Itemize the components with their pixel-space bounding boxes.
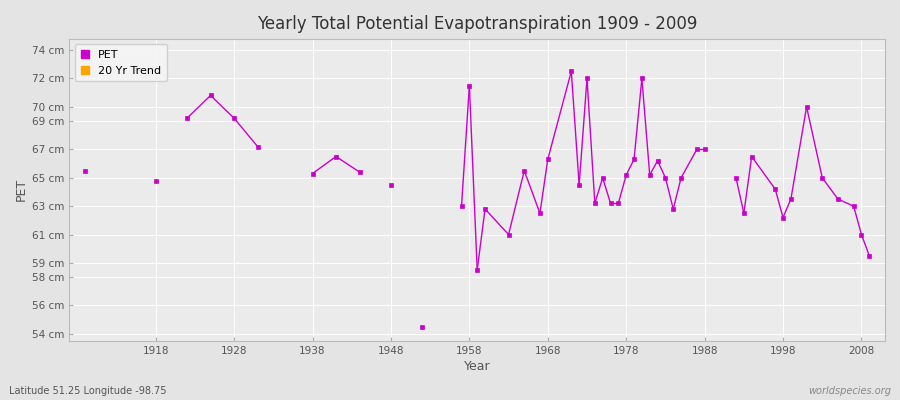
Text: worldspecies.org: worldspecies.org [808, 386, 891, 396]
Legend: PET, 20 Yr Trend: PET, 20 Yr Trend [75, 44, 167, 81]
Y-axis label: PET: PET [15, 178, 28, 202]
Title: Yearly Total Potential Evapotranspiration 1909 - 2009: Yearly Total Potential Evapotranspiratio… [257, 15, 698, 33]
X-axis label: Year: Year [464, 360, 490, 373]
Text: Latitude 51.25 Longitude -98.75: Latitude 51.25 Longitude -98.75 [9, 386, 166, 396]
